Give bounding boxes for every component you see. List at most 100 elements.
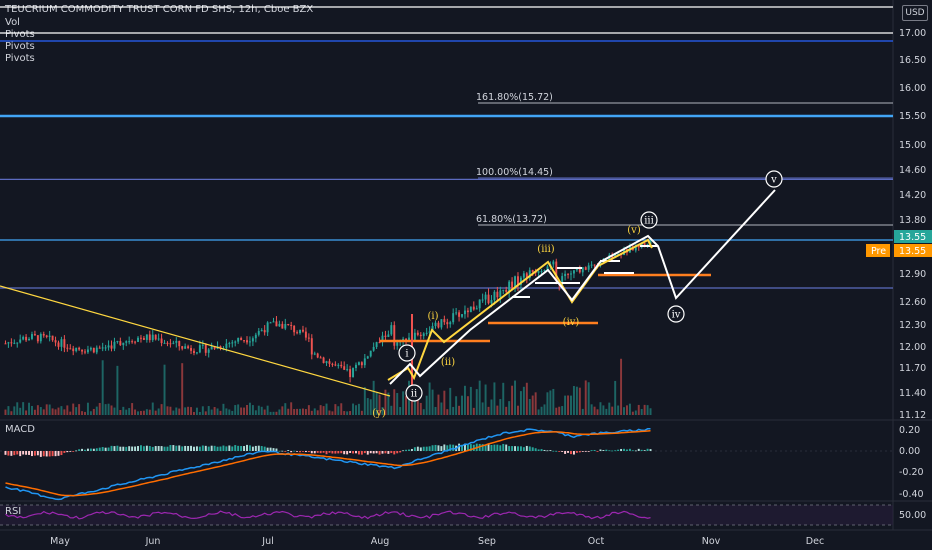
candle (349, 369, 352, 378)
candle (113, 341, 116, 349)
macd-histogram-bar (505, 444, 508, 451)
horizontal-levels (0, 6, 893, 289)
candle (89, 347, 92, 350)
macd-histogram-bar (546, 450, 549, 452)
pre-label-bg (866, 244, 890, 257)
macd-label[interactable]: MACD (5, 424, 35, 435)
macd-histogram-bar (281, 450, 284, 452)
macd-histogram-bar (299, 451, 301, 453)
macd-histogram-bar (340, 451, 343, 454)
candle (384, 335, 387, 337)
volume-bar (225, 408, 228, 415)
volume-bar (78, 404, 81, 415)
macd-histogram-bar (304, 451, 307, 453)
macd-histogram-bar (590, 450, 593, 451)
candle (104, 347, 107, 349)
macd-histogram-bar (13, 451, 16, 456)
candle (160, 338, 163, 344)
volume-bar (402, 391, 405, 415)
candle (443, 319, 446, 323)
candle (316, 353, 319, 358)
candle (128, 341, 131, 343)
macd-histogram-bar (251, 446, 254, 451)
volume-bar (469, 386, 472, 415)
candle (313, 353, 316, 355)
currency-badge[interactable]: USD (902, 5, 928, 21)
volume-bar (51, 408, 54, 415)
candle (381, 335, 384, 343)
macd-histogram-bar (22, 451, 25, 455)
volume-bar (39, 407, 42, 415)
macd-histogram-bar (16, 451, 19, 455)
indicator-pivots-3[interactable]: Pivots (5, 53, 35, 64)
candle (187, 346, 190, 349)
macd-histogram-bar (631, 450, 634, 452)
macd-histogram-bar (284, 451, 287, 452)
candle (95, 347, 98, 353)
macd-histogram-bar (543, 449, 546, 451)
macd-histogram-bar (54, 451, 57, 457)
time-label: Jun (145, 536, 161, 547)
volume-bar (593, 406, 596, 415)
candle (72, 348, 75, 352)
macd-histogram-bar (307, 451, 310, 453)
macd-histogram-bar (472, 444, 475, 451)
macd-histogram-bar (322, 451, 325, 453)
candle (7, 342, 10, 344)
macd-histogram-bar (334, 451, 337, 454)
candle (475, 308, 478, 310)
candle (287, 323, 290, 326)
macd-histogram-bar (378, 451, 381, 455)
macd-histogram-bar (519, 446, 522, 451)
candle (514, 276, 517, 289)
macd-histogram-bar (219, 446, 222, 451)
volume-bar (234, 405, 237, 415)
candle (466, 310, 469, 313)
macd-histogram-bar (461, 444, 463, 451)
wave-label: (iii) (537, 244, 554, 255)
candle (519, 277, 522, 285)
macd-histogram-bar (48, 451, 51, 457)
volume-bar (310, 410, 313, 415)
candle (304, 331, 307, 338)
volume-bar (381, 407, 384, 415)
macd-histogram-bar (231, 446, 234, 451)
indicator-pivots-2[interactable]: Pivots (5, 41, 35, 52)
indicator-pivots-1[interactable]: Pivots (5, 29, 35, 40)
macd-histogram-bar (608, 450, 611, 452)
volume-bar (490, 399, 493, 415)
candle (522, 273, 525, 278)
volume-bar (625, 405, 628, 415)
candle (204, 344, 207, 353)
macd-histogram-bar (222, 445, 225, 451)
wave-circle (667, 305, 685, 323)
volume-bar (587, 382, 590, 415)
volume-bar (472, 407, 475, 415)
candle (469, 306, 472, 313)
candle (4, 343, 7, 345)
candle (437, 322, 440, 328)
candle (154, 334, 157, 340)
macd-histogram-bar (254, 445, 257, 451)
macd-histogram-bar (602, 450, 605, 451)
macd-histogram-bar (4, 451, 7, 455)
volume-bar (449, 387, 452, 415)
volume-bar (95, 406, 98, 415)
volume-bar (175, 407, 178, 415)
candle (310, 338, 313, 355)
volume-bar (331, 411, 334, 415)
volume-bar (254, 410, 257, 415)
volume-bar (36, 405, 39, 415)
volume-bar (296, 408, 299, 415)
volume-bar (142, 410, 145, 415)
volume-bar (631, 411, 634, 415)
indicator-vol[interactable]: Vol (5, 17, 20, 28)
macd-histogram-bar (346, 451, 349, 455)
volume-bar (113, 407, 116, 415)
macd-histogram-bar (293, 450, 296, 452)
candle (28, 338, 31, 341)
candle (210, 346, 213, 350)
rsi-label[interactable]: RSI (5, 506, 22, 517)
volume-bar (623, 407, 625, 415)
